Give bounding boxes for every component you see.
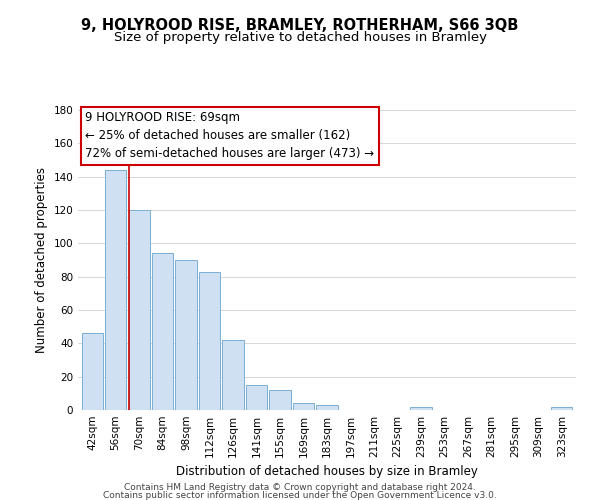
Text: Contains public sector information licensed under the Open Government Licence v3: Contains public sector information licen… xyxy=(103,491,497,500)
X-axis label: Distribution of detached houses by size in Bramley: Distribution of detached houses by size … xyxy=(176,466,478,478)
Bar xyxy=(199,272,220,410)
Bar xyxy=(152,254,173,410)
Bar xyxy=(175,260,197,410)
Bar xyxy=(410,406,431,410)
Bar xyxy=(551,406,572,410)
Text: Size of property relative to detached houses in Bramley: Size of property relative to detached ho… xyxy=(113,31,487,44)
Text: 9, HOLYROOD RISE, BRAMLEY, ROTHERHAM, S66 3QB: 9, HOLYROOD RISE, BRAMLEY, ROTHERHAM, S6… xyxy=(82,18,518,32)
Bar xyxy=(105,170,126,410)
Bar xyxy=(223,340,244,410)
Bar xyxy=(128,210,149,410)
Text: Contains HM Land Registry data © Crown copyright and database right 2024.: Contains HM Land Registry data © Crown c… xyxy=(124,482,476,492)
Text: 9 HOLYROOD RISE: 69sqm
← 25% of detached houses are smaller (162)
72% of semi-de: 9 HOLYROOD RISE: 69sqm ← 25% of detached… xyxy=(85,112,374,160)
Bar xyxy=(293,404,314,410)
Y-axis label: Number of detached properties: Number of detached properties xyxy=(35,167,48,353)
Bar xyxy=(269,390,290,410)
Bar xyxy=(316,405,338,410)
Bar xyxy=(246,385,267,410)
Bar xyxy=(82,334,103,410)
